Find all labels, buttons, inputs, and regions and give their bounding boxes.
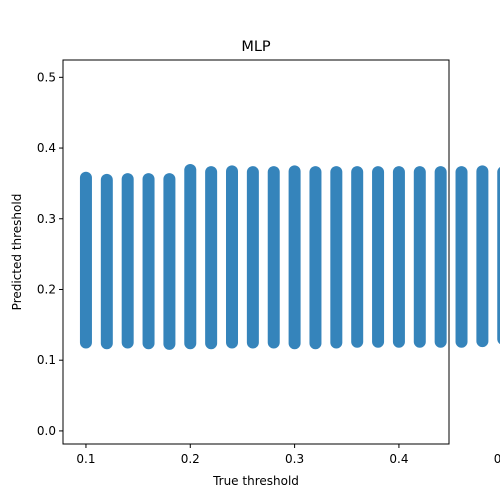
chart-title: MLP <box>241 39 271 55</box>
y-tick-label: 0.0 <box>37 424 56 438</box>
y-tick-label: 0.2 <box>37 282 56 296</box>
x-tick-label: 0.5 <box>494 452 500 466</box>
x-tick-label: 0.1 <box>76 452 95 466</box>
x-axis-label: True threshold <box>212 474 299 488</box>
plot-area <box>79 163 500 350</box>
y-tick-label: 0.3 <box>37 212 56 226</box>
x-tick-label: 0.4 <box>389 452 408 466</box>
axes-frame <box>62 59 450 445</box>
y-axis: 0.0 0.1 0.2 0.3 0.4 0.5 <box>37 70 63 438</box>
y-tick-label: 0.1 <box>37 353 56 367</box>
x-tick-label: 0.3 <box>285 452 304 466</box>
y-tick-label: 0.5 <box>37 70 56 84</box>
y-tick-label: 0.4 <box>37 141 56 155</box>
x-axis: 0.1 0.2 0.3 0.4 0.5 <box>76 444 500 466</box>
y-axis-label: Predicted threshold <box>10 194 24 311</box>
x-tick-label: 0.2 <box>181 452 200 466</box>
